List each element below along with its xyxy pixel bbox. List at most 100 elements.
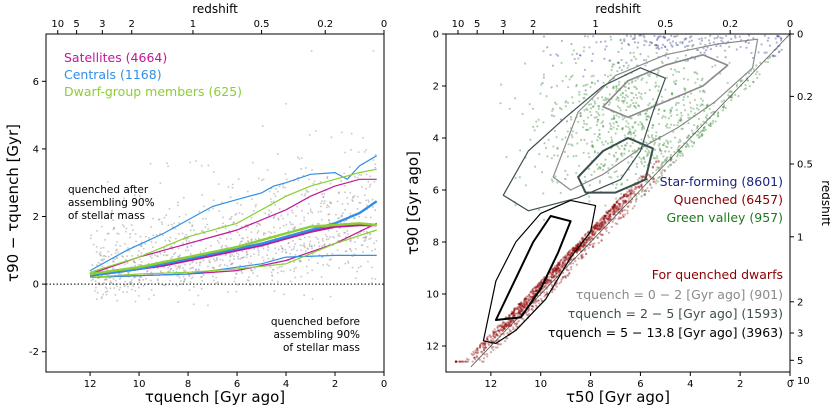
scatter-point (304, 167, 307, 169)
scatter-point (586, 238, 590, 241)
scatter-point (553, 154, 556, 157)
scatter-point (629, 191, 632, 195)
scatter-point (497, 329, 501, 332)
scatter-point (230, 217, 232, 220)
scatter-point (582, 75, 585, 78)
scatter-point (306, 190, 308, 193)
scatter-point (193, 285, 195, 288)
scatter-point (371, 266, 373, 269)
scatter-point (527, 299, 530, 302)
scatter-point (557, 265, 560, 269)
scatter-point (267, 257, 270, 260)
scatter-point (171, 245, 173, 248)
scatter-point (604, 215, 607, 218)
right-tick-label: 10 (797, 376, 810, 387)
scatter-point (708, 124, 711, 127)
scatter-point (625, 195, 628, 198)
scatter-point (696, 124, 700, 128)
scatter-point (577, 120, 580, 124)
scatter-point (327, 238, 330, 240)
scatter-point (624, 108, 628, 112)
scatter-point (658, 122, 661, 126)
scatter-point (684, 37, 688, 40)
scatter-point (635, 165, 639, 169)
scatter-point (217, 281, 219, 283)
scatter-point (702, 89, 705, 92)
scatter-point (474, 351, 477, 354)
scatter-point (583, 93, 586, 96)
scatter-point (574, 246, 577, 250)
scatter-point (169, 269, 171, 272)
scatter-point (183, 238, 185, 241)
scatter-point (590, 237, 594, 240)
scatter-point (648, 88, 651, 92)
scatter-point (705, 114, 709, 117)
scatter-point (337, 217, 339, 220)
scatter-point (547, 279, 550, 282)
scatter-point (655, 84, 658, 87)
scatter-point (174, 227, 176, 230)
scatter-point (503, 323, 506, 327)
scatter-point (608, 122, 612, 125)
scatter-point (250, 262, 253, 265)
scatter-point (96, 291, 99, 294)
scatter-point (640, 176, 643, 179)
x-tick-label: 8 (185, 379, 191, 390)
scatter-point (593, 116, 596, 119)
scatter-point (97, 282, 100, 285)
scatter-point (598, 225, 601, 228)
scatter-point (776, 35, 779, 38)
scatter-point (504, 324, 507, 327)
scatter-point (560, 258, 564, 261)
scatter-point (591, 52, 594, 55)
scatter-point (500, 324, 503, 327)
scatter-point (730, 99, 733, 102)
scatter-point (611, 65, 614, 68)
scatter-point (365, 149, 368, 151)
scatter-point (152, 234, 155, 237)
scatter-point (213, 258, 215, 261)
scatter-point (536, 285, 539, 288)
scatter-point (598, 179, 602, 182)
scatter-point (245, 254, 248, 256)
scatter-point (201, 280, 203, 282)
scatter-point (657, 36, 660, 39)
scatter-point (171, 248, 174, 250)
scatter-point (647, 134, 650, 137)
scatter-point (552, 276, 555, 279)
scatter-point (513, 314, 517, 317)
scatter-point (661, 169, 664, 172)
scatter-point (621, 126, 624, 130)
scatter-point (574, 247, 577, 250)
scatter-point (567, 274, 570, 277)
scatter-point (626, 95, 629, 98)
scatter-point (189, 267, 192, 270)
scatter-point (689, 101, 692, 104)
scatter-point (344, 191, 346, 194)
scatter-point (518, 309, 521, 312)
scatter-point (580, 254, 583, 257)
scatter-point (163, 216, 166, 219)
scatter-point (774, 54, 777, 58)
scatter-point (124, 243, 126, 245)
scatter-point (503, 324, 506, 328)
scatter-point (554, 265, 557, 268)
scatter-point (119, 245, 122, 247)
scatter-point (621, 127, 624, 130)
scatter-point (700, 134, 703, 137)
scatter-point (611, 206, 614, 210)
scatter-point (679, 150, 683, 153)
scatter-point (106, 274, 109, 277)
scatter-point (520, 304, 523, 307)
scatter-point (624, 144, 627, 147)
scatter-point (572, 249, 575, 252)
legend-dwarf-group-members: Dwarf-group members (625) (64, 84, 242, 99)
scatter-point (670, 146, 673, 149)
scatter-point (713, 37, 716, 40)
scatter-point (591, 245, 595, 248)
scatter-point (575, 52, 578, 55)
scatter-point (716, 114, 719, 117)
scatter-point (518, 176, 521, 179)
scatter-point (127, 272, 129, 274)
scatter-point (639, 53, 642, 56)
